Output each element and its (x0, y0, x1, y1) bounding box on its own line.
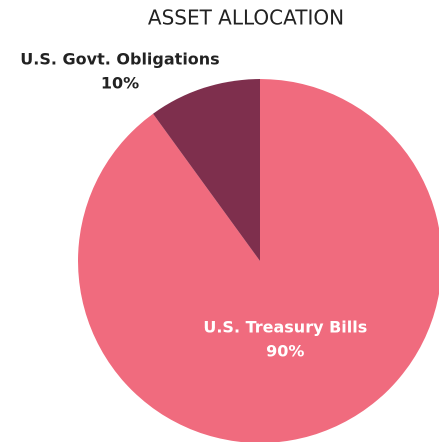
slice-value-label: 10% (101, 74, 139, 93)
slice-value-label: 90% (266, 341, 304, 360)
slice-label: U.S. Treasury Bills (203, 317, 367, 336)
pie-slice (78, 79, 439, 442)
slice-label: U.S. Govt. Obligations (20, 50, 219, 69)
pie-slice (153, 79, 260, 261)
chart-title: ASSET ALLOCATION (148, 6, 344, 30)
